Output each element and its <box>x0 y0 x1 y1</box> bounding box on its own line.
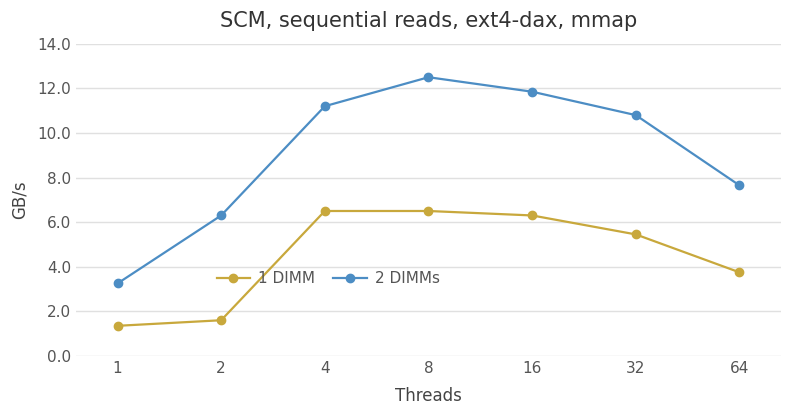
1 DIMM <box>527 213 537 218</box>
1 DIMM <box>631 232 641 237</box>
1 DIMM <box>320 208 329 213</box>
1 DIMM <box>735 270 744 275</box>
Line: 1 DIMM: 1 DIMM <box>113 207 744 330</box>
2 DIMMs <box>112 281 122 286</box>
X-axis label: Threads: Threads <box>395 387 462 405</box>
Line: 2 DIMMs: 2 DIMMs <box>113 73 744 287</box>
Y-axis label: GB/s: GB/s <box>11 181 29 219</box>
2 DIMMs <box>527 89 537 94</box>
Title: SCM, sequential reads, ext4-dax, mmap: SCM, sequential reads, ext4-dax, mmap <box>220 11 637 31</box>
2 DIMMs <box>631 113 641 118</box>
1 DIMM <box>424 208 433 213</box>
1 DIMM <box>216 318 226 323</box>
1 DIMM <box>112 323 122 328</box>
2 DIMMs <box>735 183 744 188</box>
2 DIMMs <box>424 75 433 80</box>
2 DIMMs <box>320 104 329 109</box>
2 DIMMs <box>216 213 226 218</box>
Legend: 1 DIMM, 2 DIMMs: 1 DIMM, 2 DIMMs <box>211 265 446 292</box>
